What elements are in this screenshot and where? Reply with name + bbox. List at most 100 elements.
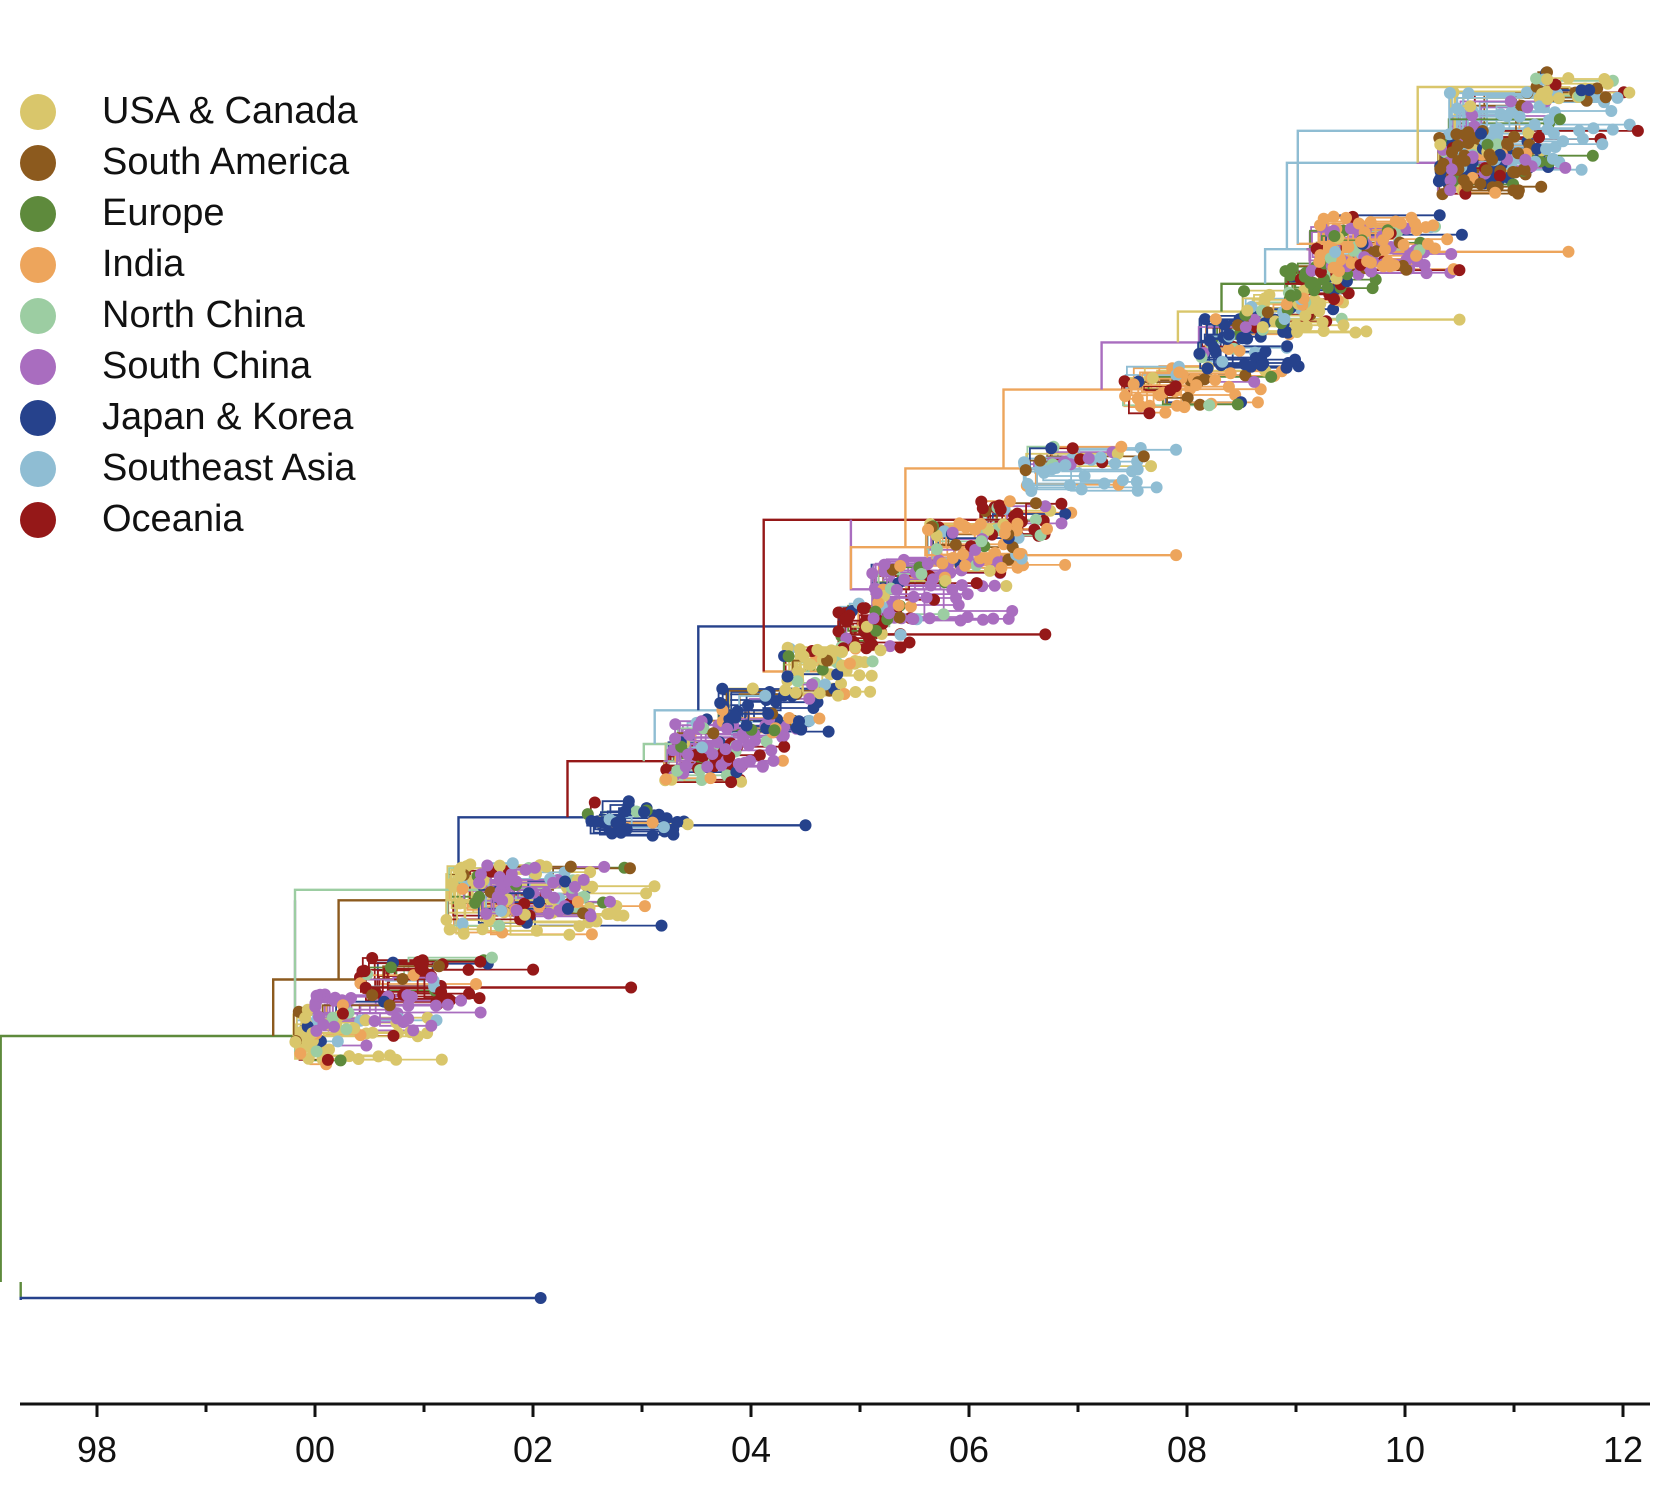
tip-india (843, 657, 856, 670)
tip-usa-and-canada (1434, 138, 1447, 151)
tip-south-america (624, 862, 636, 875)
tip-south-america (1535, 180, 1548, 193)
tip-oceania (527, 963, 540, 976)
clade-14-stem (849, 546, 926, 590)
early-outlier-branch (19, 1296, 541, 1300)
tip-south-america (1137, 450, 1150, 463)
tip-southeast-asia (1546, 152, 1559, 165)
tip-south-china (542, 907, 555, 920)
tip-south-china (883, 607, 895, 620)
tip-usa-and-canada (1598, 73, 1611, 85)
tip-india (1340, 211, 1352, 224)
tip-southeast-asia (803, 714, 816, 727)
tip-southeast-asia (1075, 483, 1088, 496)
tip-oceania (625, 981, 638, 994)
tip-japan-and-korea (559, 875, 571, 888)
tip-south-china (669, 718, 682, 731)
tip-india (1159, 406, 1172, 419)
tip-usa-and-canada (648, 880, 661, 893)
tip-southeast-asia (1488, 123, 1501, 136)
tip-southeast-asia (1533, 100, 1546, 113)
tip-europe (768, 724, 781, 737)
tip-southeast-asia (1500, 110, 1513, 123)
tip-usa-and-canada (530, 924, 543, 937)
clade-16-stem (1002, 388, 1122, 469)
tip-south-china (480, 907, 493, 920)
tip-india (894, 559, 907, 572)
tip-south-china (425, 1019, 438, 1032)
tip-southeast-asia (1540, 143, 1553, 156)
tip-south-china (920, 591, 933, 604)
tip-oceania (1055, 497, 1068, 510)
tip-india (571, 895, 584, 908)
legend-label-japan-korea: Japan & Korea (102, 396, 354, 438)
tip-japan-and-korea (1045, 442, 1058, 455)
tip-north-china (975, 535, 988, 548)
tip-usa-and-canada (372, 1050, 385, 1063)
tip-usa-and-canada (366, 1026, 379, 1039)
tip-japan-and-korea (585, 815, 598, 827)
tip-usa-and-canada (1337, 319, 1350, 332)
x-tick-label: 98 (77, 1429, 117, 1470)
tip-southeast-asia (506, 857, 519, 870)
tip-south-america (1518, 163, 1531, 176)
clade-12-stem (762, 518, 980, 672)
tip-usa-and-canada (735, 775, 748, 788)
tip-oceania (321, 1053, 334, 1066)
tip-india (1364, 216, 1377, 229)
tip-usa-and-canada (435, 1053, 448, 1066)
tip-india (783, 712, 796, 724)
tip-southeast-asia (1078, 470, 1091, 482)
tip-southeast-asia (1216, 355, 1229, 368)
legend-swatch-japan-korea (20, 399, 56, 436)
tip-south-china (1519, 153, 1532, 166)
tip-usa-and-canada (1291, 326, 1304, 338)
tip-south-china (407, 1024, 420, 1037)
tip-usa-and-canada (352, 1053, 365, 1065)
tip-india (1170, 549, 1183, 562)
clade-5-stem (293, 888, 479, 1014)
tip-south-china (765, 744, 778, 757)
tip-india (704, 772, 717, 785)
tip-india (813, 712, 826, 725)
tip-usa-and-canada (804, 658, 817, 671)
tip-india (1153, 389, 1166, 402)
tip-usa-and-canada (681, 818, 694, 831)
x-tick-label: 02 (513, 1429, 553, 1470)
tip-south-china (1418, 259, 1431, 271)
tip-south-china (692, 719, 705, 732)
tip-south-china (577, 873, 590, 886)
tip-south-china (681, 748, 694, 761)
legend-label-india: India (102, 243, 185, 285)
tip-south-america (1486, 153, 1499, 166)
tip-usa-and-canada (835, 677, 847, 690)
x-tick-label: 10 (1385, 1429, 1425, 1470)
tip-japan-and-korea (533, 896, 545, 909)
tip-south-china (1445, 163, 1458, 176)
tip-south-china (878, 558, 891, 571)
tip-south-china (890, 583, 903, 596)
tip-south-china (683, 728, 695, 741)
tip-oceania (1039, 628, 1052, 641)
tip-southeast-asia (1131, 484, 1144, 497)
tip-japan-and-korea (1433, 209, 1446, 222)
tip-south-china (732, 758, 745, 770)
tip-india (1381, 255, 1394, 268)
tip-south-america (1019, 464, 1032, 477)
tip-south-china (510, 904, 523, 917)
tip-usa-and-canada (440, 913, 453, 926)
tip-south-america (1261, 306, 1274, 319)
tip-south-china (425, 971, 438, 984)
tip-india (1427, 219, 1440, 232)
tip-india (957, 548, 969, 561)
legend-label-europe: Europe (102, 192, 225, 234)
tip-europe (1328, 230, 1341, 242)
tip-south-america (1434, 163, 1447, 175)
tip-oceania (1453, 264, 1466, 277)
tip-usa-and-canada (563, 928, 576, 941)
tip-japan-and-korea (740, 719, 753, 732)
tip-southeast-asia (1038, 465, 1051, 478)
tip-usa-and-canada (797, 650, 810, 663)
tip-south-china (946, 583, 959, 596)
